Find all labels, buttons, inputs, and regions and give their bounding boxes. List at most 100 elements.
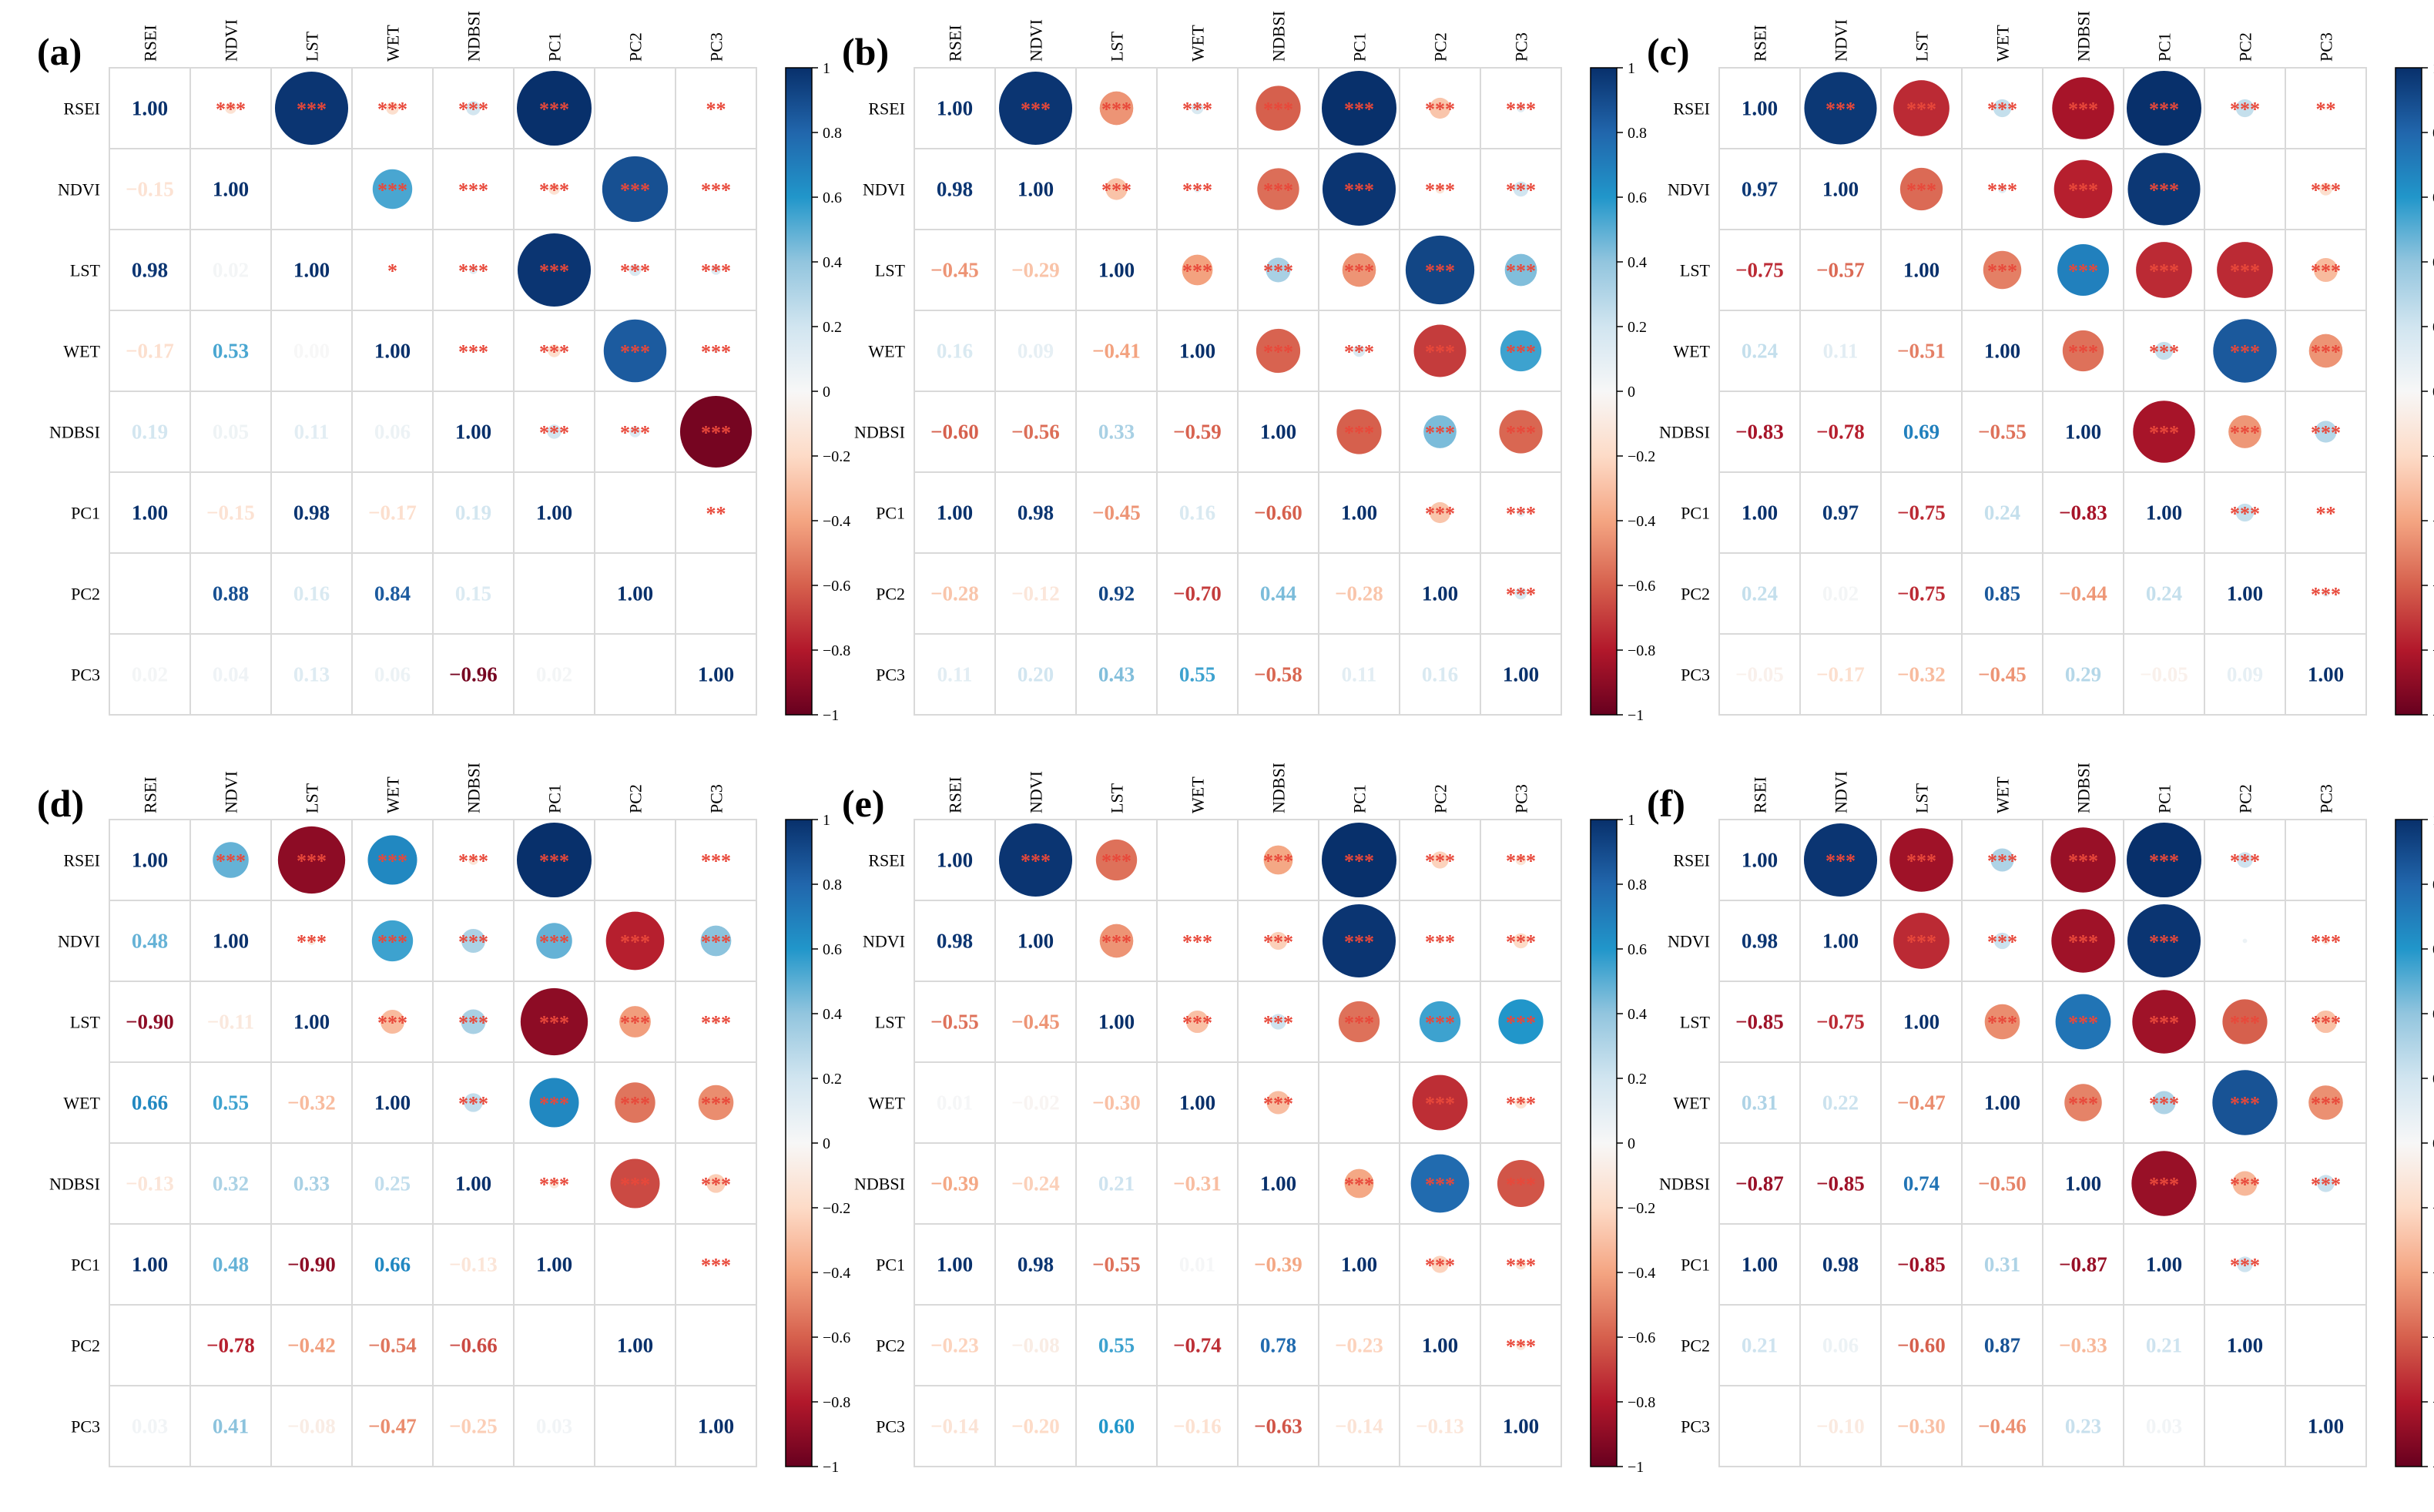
correlation-circle	[1983, 250, 2022, 290]
panel-label: (f)	[1647, 782, 1685, 825]
significance-label: ***	[2311, 1093, 2341, 1115]
colorbar-tick-label: 0.8	[2432, 877, 2434, 893]
significance-label: ***	[1506, 1255, 1536, 1277]
correlation-circle	[1095, 839, 1138, 881]
colorbar-tick-label: −1	[823, 1459, 839, 1476]
colorbar-tick-label: −0.2	[2432, 448, 2434, 465]
row-label: NDBSI	[1659, 1175, 1710, 1194]
colorbar-tick-label: 0.2	[1628, 319, 1647, 336]
correlation-circle	[2314, 1010, 2338, 1034]
value-label: −0.30	[1092, 1091, 1141, 1115]
correlation-circle	[2055, 994, 2111, 1050]
significance-label: ***	[620, 1174, 650, 1196]
significance-label: ***	[1182, 179, 1212, 202]
correlation-circle	[2051, 909, 2115, 973]
correlation-circle	[2053, 159, 2113, 219]
correlation-circle	[468, 855, 478, 865]
value-label: 0.21	[2146, 1334, 2182, 1357]
value-label: 0.09	[1018, 340, 1054, 363]
significance-label: ***	[539, 931, 569, 954]
correlation-circle	[2237, 1256, 2253, 1272]
correlation-circle	[2154, 341, 2174, 360]
correlation-circle	[2050, 827, 2116, 893]
correlation-circle	[466, 101, 481, 116]
value-label: −0.75	[1897, 582, 1946, 605]
row-label: PC2	[1681, 585, 1710, 604]
row-label: LST	[70, 1013, 101, 1032]
significance-label: ***	[2230, 99, 2260, 121]
significance-label: ***	[1506, 179, 1536, 202]
significance-label: ***	[620, 1012, 650, 1034]
colorbar-tick-label: −0.2	[1628, 448, 1655, 465]
significance-label: ***	[539, 1012, 569, 1034]
value-label: 1.00	[1018, 930, 1054, 953]
column-label: PC1	[545, 32, 565, 62]
value-label: 1.00	[1260, 1172, 1296, 1195]
colorbar-tick-label: 0.2	[2432, 1071, 2434, 1088]
value-label: −0.55	[1092, 1253, 1141, 1276]
value-label: 1.00	[1903, 1011, 1939, 1034]
correlation-circle	[1513, 933, 1529, 949]
column-label: LST	[1913, 31, 1932, 62]
column-label: NDVI	[1832, 19, 1851, 62]
correlation-circle	[2308, 1085, 2343, 1120]
value-label: −0.17	[368, 501, 417, 525]
value-label: −0.60	[1897, 1334, 1946, 1357]
correlation-circle	[1893, 913, 1950, 969]
correlation-circle	[1429, 501, 1451, 524]
panel-label: (a)	[37, 30, 82, 73]
value-label: 0.16	[1179, 501, 1215, 525]
value-label: −0.74	[1173, 1334, 1222, 1357]
column-label: RSEI	[141, 25, 160, 62]
correlation-circle	[1191, 102, 1204, 115]
significance-label: ***	[1987, 931, 2017, 954]
value-label: 0.43	[1098, 663, 1135, 686]
correlation-circle	[549, 1178, 559, 1188]
significance-label: **	[2316, 99, 2336, 121]
significance-label: ***	[2068, 179, 2098, 202]
value-label: 1.00	[2065, 421, 2101, 444]
correlation-circle	[1984, 1004, 2020, 1040]
significance-label: ***	[1506, 1336, 1536, 1358]
value-label: 0.24	[2146, 582, 2182, 605]
value-label: 0.88	[213, 582, 249, 605]
value-label: 1.00	[937, 501, 973, 525]
column-label: PC1	[2155, 32, 2174, 62]
correlation-circle	[367, 835, 417, 885]
value-label: 1.00	[2146, 501, 2182, 525]
row-label: PC3	[876, 665, 905, 685]
correlation-circle	[2242, 938, 2248, 944]
significance-label: ***	[1425, 1255, 1455, 1277]
value-label: 0.19	[132, 421, 168, 444]
value-label: 0.55	[1179, 663, 1215, 686]
significance-label: ***	[1101, 931, 1132, 954]
value-label: 0.20	[1018, 663, 1054, 686]
significance-label: ***	[1506, 850, 1536, 873]
significance-label: ***	[2068, 931, 2098, 954]
correlation-circle	[548, 344, 561, 357]
value-label: −0.23	[930, 1334, 979, 1357]
colorbar-tick-label: −1	[2432, 1459, 2434, 1476]
significance-label: ***	[2068, 99, 2098, 121]
value-label: 0.06	[374, 421, 411, 444]
value-label: 1.00	[1098, 259, 1135, 282]
value-label: 0.03	[536, 1415, 572, 1438]
correlation-circle	[1431, 1256, 1449, 1273]
colorbar-tick-label: 1	[823, 812, 830, 829]
colorbar-tick-label: −0.6	[2432, 578, 2434, 595]
correlation-circle	[1803, 823, 1878, 897]
value-label: 0.44	[1260, 582, 1296, 605]
colorbar-tick-label: 0.8	[823, 125, 842, 142]
significance-label: ***	[1906, 931, 1936, 954]
significance-label: ***	[1021, 850, 1051, 873]
value-label: 0.01	[937, 1091, 973, 1115]
column-label: WET	[1189, 776, 1208, 813]
significance-label: ***	[701, 1174, 731, 1196]
correlation-circle	[2064, 1084, 2102, 1121]
correlation-circle	[1514, 1096, 1527, 1109]
significance-label: ***	[297, 931, 327, 954]
significance-label: ***	[1101, 179, 1132, 202]
correlation-circle	[2217, 242, 2273, 298]
correlation-circle	[1515, 1259, 1527, 1270]
value-label: −0.58	[1254, 663, 1302, 686]
